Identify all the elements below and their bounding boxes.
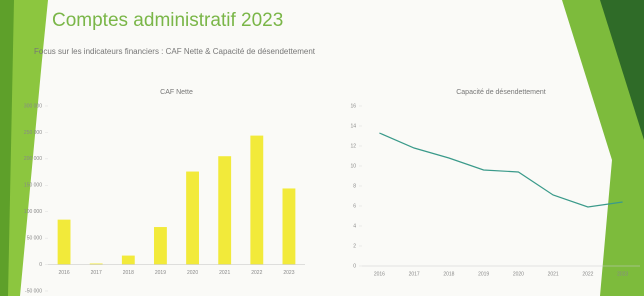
x-tick-label: 2018 xyxy=(443,271,454,277)
x-tick-label: 2020 xyxy=(513,271,524,277)
chart-title: CAF Nette xyxy=(160,89,193,96)
x-tick-label: 2017 xyxy=(409,271,420,277)
y-tick-label: 50 000 xyxy=(27,235,43,241)
bar xyxy=(283,188,296,264)
y-tick-label: 12 xyxy=(350,143,356,149)
background xyxy=(0,0,644,296)
y-tick-label: 300 000 xyxy=(24,103,42,109)
y-tick-label: 14 xyxy=(350,123,356,129)
slide-subtitle: Focus sur les indicateurs financiers : C… xyxy=(34,47,316,56)
x-tick-label: 2023 xyxy=(617,271,628,277)
x-tick-label: 2023 xyxy=(283,270,294,276)
y-tick-label: 250 000 xyxy=(24,130,42,136)
x-tick-label: 2016 xyxy=(374,271,385,277)
y-tick-label: -50 000 xyxy=(25,288,42,294)
x-tick-label: 2021 xyxy=(219,270,230,276)
x-tick-label: 2018 xyxy=(123,270,134,276)
y-tick-label: 10 xyxy=(350,163,356,169)
bar xyxy=(218,156,231,264)
bar xyxy=(122,256,135,265)
y-tick-label: 100 000 xyxy=(24,209,42,215)
x-tick-label: 2021 xyxy=(548,271,559,277)
y-tick-label: 16 xyxy=(350,103,356,109)
y-tick-label: 0 xyxy=(353,263,356,269)
x-tick-label: 2017 xyxy=(91,270,102,276)
bar xyxy=(250,136,263,265)
y-tick-label: 2 xyxy=(353,243,356,249)
chart-title: Capacité de désendettement xyxy=(456,89,546,96)
y-tick-label: 4 xyxy=(353,223,356,229)
slide-title: Comptes administratif 2023 xyxy=(52,10,283,31)
y-tick-label: 0 xyxy=(39,262,42,268)
y-tick-label: 200 000 xyxy=(24,156,42,162)
slide: Comptes administratif 2023 Focus sur les… xyxy=(0,0,644,296)
x-tick-label: 2019 xyxy=(478,271,489,277)
y-tick-label: 6 xyxy=(353,203,356,209)
y-tick-label: 8 xyxy=(353,183,356,189)
y-tick-label: 150 000 xyxy=(24,183,42,189)
bar xyxy=(154,227,167,265)
bar xyxy=(186,172,199,265)
bar xyxy=(58,220,71,265)
x-tick-label: 2016 xyxy=(59,270,70,276)
x-tick-label: 2022 xyxy=(582,271,593,277)
x-tick-label: 2019 xyxy=(155,270,166,276)
x-tick-label: 2020 xyxy=(187,270,198,276)
x-tick-label: 2022 xyxy=(251,270,262,276)
